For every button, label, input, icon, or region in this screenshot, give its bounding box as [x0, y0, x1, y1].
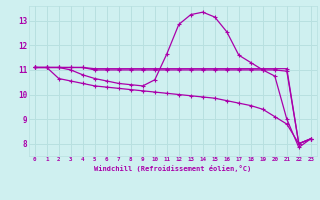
X-axis label: Windchill (Refroidissement éolien,°C): Windchill (Refroidissement éolien,°C)	[94, 165, 252, 172]
